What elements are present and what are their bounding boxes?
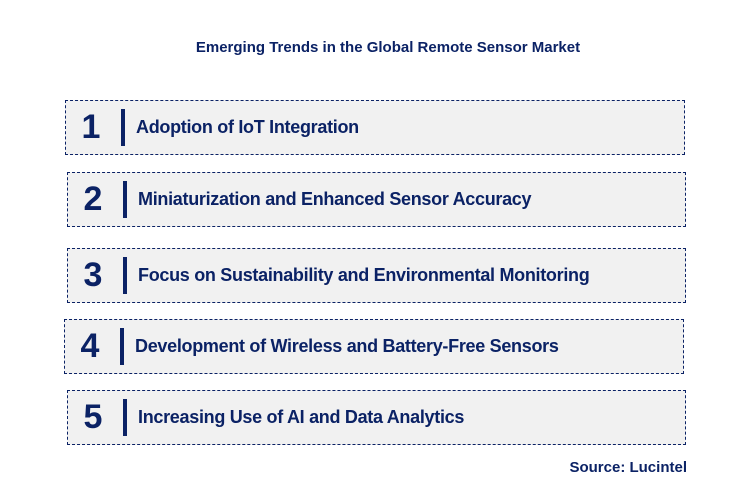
trend-label: Focus on Sustainability and Environmenta… [138,265,590,285]
divider-bar [123,399,127,436]
trend-item-1: 1 Adoption of IoT Integration [65,100,685,155]
divider-bar [123,257,127,294]
trend-number: 3 [83,256,103,294]
trend-label: Adoption of IoT Integration [136,117,359,137]
source-credit: Source: Lucintel [569,459,687,476]
trend-number: 4 [80,327,100,365]
trend-item-2: 2 Miniaturization and Enhanced Sensor Ac… [67,172,686,227]
trend-item-3: 3 Focus on Sustainability and Environmen… [67,248,686,303]
trend-label: Increasing Use of AI and Data Analytics [138,407,465,427]
trend-number: 1 [81,108,101,146]
divider-bar [121,109,125,146]
trend-number: 5 [83,398,103,436]
trend-number: 2 [83,180,103,218]
trend-label: Miniaturization and Enhanced Sensor Accu… [138,189,532,209]
divider-bar [123,181,127,218]
trend-item-4: 4 Development of Wireless and Battery-Fr… [64,319,684,374]
divider-bar [120,328,124,365]
trend-label: Development of Wireless and Battery-Free… [135,336,559,356]
trend-item-5: 5 Increasing Use of AI and Data Analytic… [67,390,686,445]
diagram-title: Emerging Trends in the Global Remote Sen… [195,39,581,56]
